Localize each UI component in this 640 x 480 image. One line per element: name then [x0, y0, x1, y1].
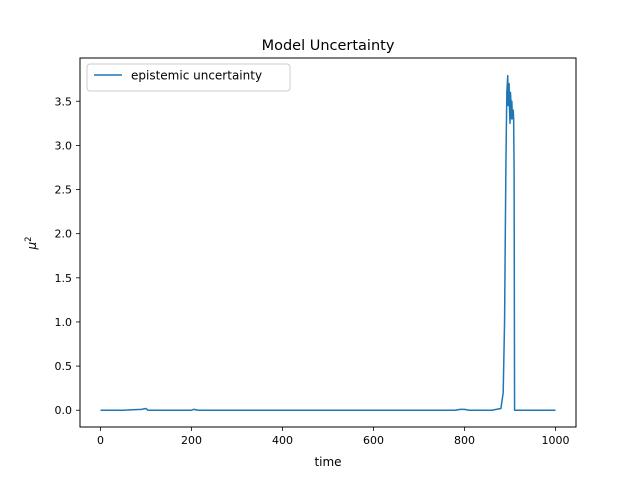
series-layer [100, 74, 556, 411]
y-tick-label: 0.0 [55, 404, 73, 417]
axes-frame [79, 57, 577, 428]
x-tick-label: 0 [97, 434, 104, 447]
x-tick-label: 800 [454, 434, 475, 447]
y-tick-label: 3.0 [55, 139, 73, 152]
x-axis-ticks: 0 200 400 600 800 1000 [97, 427, 570, 447]
series-line-0 [100, 74, 556, 411]
x-tick-label: 1000 [542, 434, 570, 447]
y-tick-label: 1.5 [55, 272, 73, 285]
legend-label: epistemic uncertainty [131, 69, 262, 83]
x-axis-label: time [314, 455, 341, 469]
legend: epistemic uncertainty [86, 63, 291, 92]
y-tick-label: 1.0 [55, 316, 73, 329]
x-tick-label: 200 [181, 434, 202, 447]
plot-area [79, 57, 577, 428]
y-tick-label: 0.5 [55, 360, 73, 373]
y-tick-label: 2.5 [55, 184, 73, 197]
y-tick-label: 2.0 [55, 228, 73, 241]
x-tick-label: 600 [363, 434, 384, 447]
y-axis-label-base: μ [25, 242, 39, 251]
chart-title: Model Uncertainty [262, 38, 395, 54]
y-axis-label-superscript: 2 [24, 236, 34, 241]
x-tick-label: 400 [272, 434, 293, 447]
y-axis-label: μ2 [24, 236, 39, 250]
legend-box [86, 63, 291, 92]
y-axis-ticks: 0.0 0.5 1.0 1.5 2.0 2.5 3.0 3.5 [55, 95, 80, 417]
y-tick-label: 3.5 [55, 95, 73, 108]
